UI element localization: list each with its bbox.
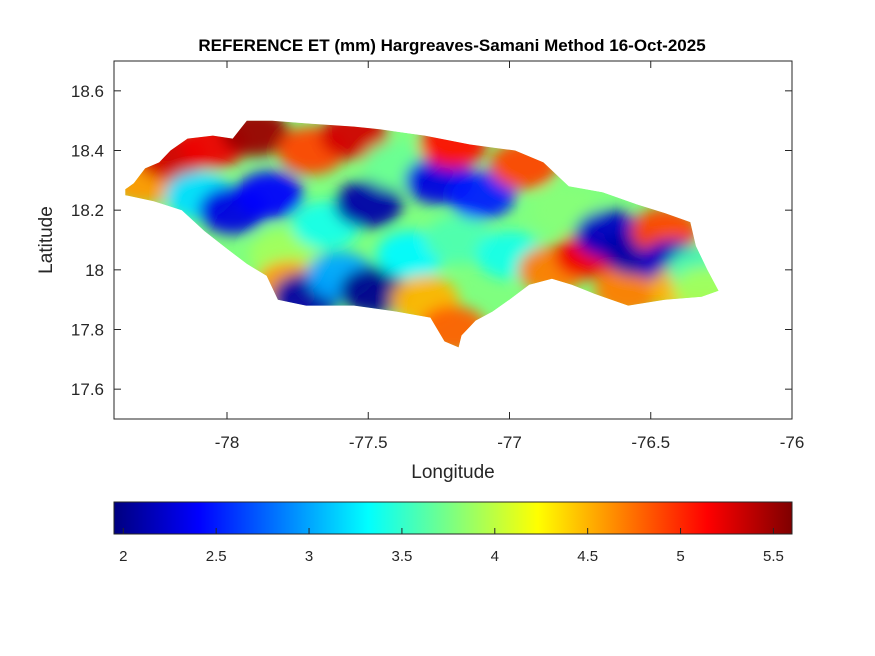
colorbar-tick-label: 3 [305, 548, 313, 565]
colorbar-tick-label: 5.5 [763, 548, 784, 565]
x-tick-label: -77.5 [349, 433, 388, 452]
x-tick-label: -76 [780, 433, 805, 452]
x-axis: -78 -77.5 -77 -76.5 -76 [215, 61, 805, 452]
y-tick-label: 18.2 [71, 201, 104, 220]
chart-title: REFERENCE ET (mm) Hargreaves-Samani Meth… [198, 36, 705, 55]
y-axis: 17.6 17.8 18 18.2 18.4 18.6 [71, 82, 792, 399]
x-tick-label: -78 [215, 433, 240, 452]
x-axis-label: Longitude [411, 462, 494, 483]
x-tick-label: -77 [497, 433, 522, 452]
y-tick-label: 17.6 [71, 380, 104, 399]
y-tick-label: 18 [85, 261, 104, 280]
y-tick-label: 18.6 [71, 82, 104, 101]
colorbar-ticks: 2 2.5 3 3.5 4 4.5 5 5.5 [119, 528, 784, 565]
et-value-point [339, 266, 408, 315]
y-tick-label: 17.8 [71, 321, 104, 340]
colorbar-tick-label: 2 [119, 548, 127, 565]
et-value-point [447, 171, 516, 220]
colorbar-tick-label: 4.5 [577, 548, 598, 565]
colorbar-tick-label: 4 [491, 548, 499, 565]
et-value-point [221, 120, 290, 157]
x-tick-label: -76.5 [631, 433, 670, 452]
colorbar-tick-label: 3.5 [391, 548, 412, 565]
y-axis-label: Latitude [36, 206, 57, 274]
et-value-point [424, 216, 493, 264]
colorbar-tick-label: 2.5 [206, 548, 227, 565]
et-value-point [334, 180, 403, 229]
colorbar [113, 501, 793, 535]
y-tick-label: 18.4 [71, 142, 104, 161]
colorbar-tick-label: 5 [676, 548, 684, 565]
et-value-point [235, 171, 304, 220]
